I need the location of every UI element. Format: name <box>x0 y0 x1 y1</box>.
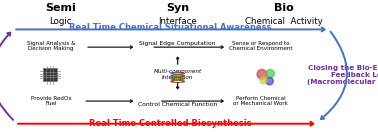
Text: Signal Analysis &
Decision Making: Signal Analysis & Decision Making <box>27 41 75 51</box>
Text: Closing the Bio-Electronic
Feedback Loop
(Macromolecular Cyborgs): Closing the Bio-Electronic Feedback Loop… <box>307 65 378 85</box>
Text: Perform Chemical
or Mechanical Work: Perform Chemical or Mechanical Work <box>233 96 288 107</box>
FancyBboxPatch shape <box>43 68 57 81</box>
Text: Bio: Bio <box>274 3 293 13</box>
Circle shape <box>257 69 267 79</box>
Text: Real Time Controlled Biosynthesis: Real Time Controlled Biosynthesis <box>89 119 251 128</box>
Text: Control Chemical Function: Control Chemical Function <box>138 102 217 107</box>
Circle shape <box>266 77 273 85</box>
Text: Signal Edge Computation: Signal Edge Computation <box>139 41 216 46</box>
Text: Real Time Chemical Situational Awareness: Real Time Chemical Situational Awareness <box>69 23 271 32</box>
Text: Semi: Semi <box>45 3 76 13</box>
Circle shape <box>260 77 267 84</box>
Text: Chemical  Activity: Chemical Activity <box>245 17 322 26</box>
Text: Syn: Syn <box>166 3 189 13</box>
Text: Logic: Logic <box>49 17 72 26</box>
Text: Multi-component
Integration: Multi-component Integration <box>153 69 202 80</box>
Text: Provide RedOx
Fuel: Provide RedOx Fuel <box>31 96 71 107</box>
Text: Sense or Respond to
Chemical Environment: Sense or Respond to Chemical Environment <box>229 41 293 51</box>
Circle shape <box>266 69 274 78</box>
Text: Interface: Interface <box>158 17 197 26</box>
